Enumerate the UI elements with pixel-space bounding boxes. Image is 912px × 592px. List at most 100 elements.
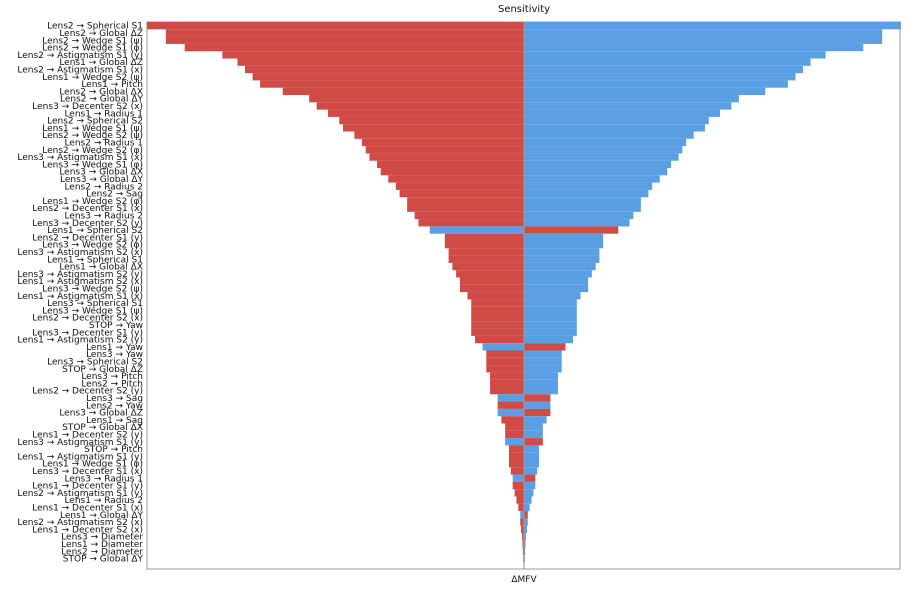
row-label-3: Lens2 → Wedge S1 (φ) [42, 44, 143, 54]
bar-blue-71 [524, 540, 526, 548]
bar-blue-0 [524, 22, 901, 30]
bar-red-61 [510, 467, 525, 475]
bar-blue-48 [524, 372, 558, 380]
row-label-27: Lens3 → Decenter S2 (y) [32, 219, 143, 229]
bar-red-64 [514, 489, 525, 497]
row-label-64: Lens2 → Astigmatism S1 (y) [17, 489, 143, 499]
bar-blue-59 [524, 452, 540, 460]
bar-red-22 [395, 182, 524, 190]
bar-red-33 [452, 262, 524, 271]
bar-blue-21 [524, 175, 660, 183]
row-label-57: Lens3 → Astigmatism S1 (y) [17, 438, 143, 448]
bar-red-16 [361, 138, 524, 147]
bar-red-58 [508, 445, 524, 453]
row-label-8: Lens1 → Pitch [81, 80, 143, 90]
bar-red-70 [522, 533, 525, 541]
bar-blue-47 [524, 365, 562, 373]
bar-red-2 [165, 36, 524, 44]
row-label-5: Lens1 → Global ΔZ [59, 58, 143, 68]
bar-red-69 [520, 525, 524, 533]
bar-blue-18 [524, 153, 679, 161]
row-label-40: Lens2 → Decenter S2 (x) [32, 314, 143, 324]
row-label-25: Lens2 → Decenter S1 (x) [32, 204, 143, 214]
row-label-29: Lens2 → Decenter S1 (y) [32, 233, 143, 243]
bar-blue-43 [524, 335, 574, 344]
bar-blue-33 [524, 262, 596, 271]
row-label-44: Lens1 → Yaw [86, 343, 143, 353]
bar-red-7 [252, 73, 524, 81]
bar-red-63 [512, 481, 524, 490]
row-label-48: Lens3 → Pitch [81, 372, 143, 382]
row-label-10: Lens2 → Global ΔY [60, 95, 144, 105]
row-label-41: STOP → Yaw [89, 321, 143, 331]
bar-blue-23 [524, 189, 649, 198]
row-label-47: STOP → Global ΔZ [62, 365, 143, 375]
row-label-11: Lens3 → Decenter S2 (x) [32, 102, 143, 112]
bar-blue-22 [524, 182, 653, 190]
bar-red-48 [490, 372, 524, 380]
row-label-51: Lens3 → Sag [86, 394, 143, 404]
bar-blue-20 [524, 168, 668, 176]
bar-blue-69 [524, 525, 528, 533]
row-label-39: Lens3 → Wedge S1 (ψ) [42, 306, 143, 316]
bar-red-42 [471, 328, 524, 336]
bar-red-11 [316, 102, 524, 110]
row-label-69: Lens1 → Decenter S2 (x) [32, 525, 143, 535]
row-label-46: Lens3 → Spherical S2 [47, 357, 143, 367]
bar-red-30 [444, 241, 524, 249]
bar-blue-37 [524, 292, 581, 300]
row-label-26: Lens3 → Radius 2 [64, 211, 143, 221]
row-label-65: Lens1 → Radius 2 [64, 496, 143, 506]
row-label-33: Lens1 → Global ΔX [59, 263, 143, 273]
bar-red-12 [327, 109, 524, 117]
bar-blue-24 [524, 197, 641, 205]
bar-red-56 [505, 430, 524, 439]
row-label-61: Lens3 → Decenter S1 (x) [32, 467, 143, 477]
bar-red-5 [237, 58, 525, 66]
bar-blue-30 [524, 241, 604, 249]
row-label-70: Lens3 → Diameter [61, 533, 143, 543]
row-label-67: Lens1 → Global ΔY [60, 511, 144, 521]
row-label-71: Lens1 → Diameter [61, 540, 143, 550]
bar-red-44 [524, 343, 566, 351]
bar-red-47 [486, 365, 524, 373]
row-label-49: Lens2 → Pitch [81, 379, 143, 389]
bar-red-24 [407, 197, 524, 205]
bar-red-45 [486, 350, 524, 358]
bar-red-41 [471, 321, 524, 329]
bar-red-25 [407, 204, 524, 212]
bar-blue-5 [524, 58, 811, 66]
bar-blue-15 [524, 131, 694, 139]
row-label-0: Lens2 → Spherical S1 [47, 22, 143, 32]
bar-red-46 [486, 357, 524, 366]
row-label-1: Lens2 → Global ΔZ [59, 29, 143, 39]
bar-blue-55 [524, 423, 543, 431]
bar-red-49 [490, 379, 524, 387]
row-label-73: STOP → Global ΔY [63, 555, 144, 565]
row-label-43: Lens1 → Astigmatism S2 (y) [17, 336, 143, 346]
row-label-45: Lens3 → Yaw [86, 350, 143, 360]
chart-title: Sensitivity [498, 4, 550, 15]
row-label-19: Lens3 → Wedge S1 (φ) [42, 160, 143, 170]
bar-blue-61 [524, 467, 538, 475]
bar-red-4 [222, 51, 524, 59]
bar-red-31 [448, 248, 524, 256]
bar-blue-63 [524, 481, 536, 490]
row-label-38: Lens3 → Spherical S1 [47, 299, 143, 309]
row-label-24: Lens1 → Wedge S2 (φ) [42, 197, 143, 207]
bar-blue-70 [524, 533, 526, 541]
row-label-30: Lens3 → Wedge S2 (φ) [42, 241, 143, 251]
row-label-32: Lens1 → Spherical S1 [47, 255, 143, 265]
bar-red-62 [524, 474, 536, 482]
row-label-2: Lens2 → Wedge S1 (ψ) [42, 36, 143, 46]
row-label-35: Lens1 → Astigmatism S2 (x) [17, 277, 143, 287]
bar-blue-25 [524, 204, 641, 212]
bar-red-27 [418, 219, 524, 227]
bar-red-66 [518, 503, 524, 512]
row-label-36: Lens3 → Wedge S2 (ψ) [42, 284, 143, 294]
row-label-17: Lens2 → Wedge S2 (φ) [42, 146, 143, 156]
bar-blue-58 [524, 445, 540, 453]
row-label-15: Lens2 → Wedge S2 (ψ) [42, 131, 143, 141]
bar-red-43 [474, 335, 524, 344]
row-label-13: Lens2 → Spherical S2 [47, 117, 143, 127]
